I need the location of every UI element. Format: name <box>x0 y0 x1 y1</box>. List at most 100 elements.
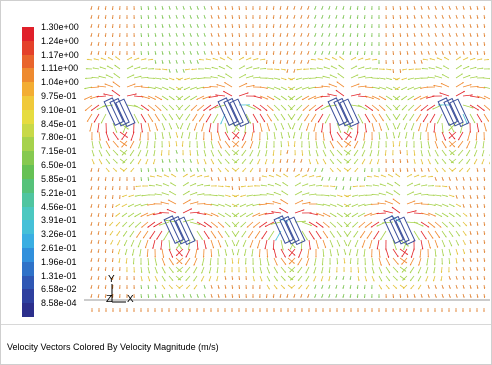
velocity-vector-head <box>115 56 117 59</box>
velocity-vector-head <box>181 145 184 147</box>
velocity-vector-head <box>413 35 416 37</box>
velocity-vector-head <box>413 8 416 10</box>
velocity-vector-head <box>449 287 451 289</box>
velocity-vector <box>168 248 174 258</box>
velocity-vector-head <box>476 206 479 208</box>
velocity-vector <box>147 113 154 123</box>
velocity-vector-head <box>469 224 472 226</box>
velocity-vector <box>273 248 277 258</box>
velocity-vector-head <box>128 195 130 198</box>
velocity-vector-head <box>135 185 137 188</box>
velocity-vector-head <box>414 109 417 111</box>
velocity-vector-head <box>268 279 270 282</box>
velocity-vector-head <box>345 153 348 156</box>
velocity-vector <box>448 131 457 139</box>
velocity-vector <box>231 131 240 139</box>
velocity-vector <box>264 239 268 250</box>
velocity-vector-head <box>370 203 373 206</box>
velocity-vector-head <box>314 26 316 28</box>
velocity-vector-head <box>272 98 275 100</box>
velocity-vector-head <box>119 269 121 271</box>
velocity-vector-head <box>211 287 213 289</box>
velocity-vector-head <box>233 153 236 156</box>
velocity-vector <box>420 104 429 112</box>
velocity-vector-head <box>111 17 114 19</box>
velocity-vector-head <box>211 8 213 10</box>
velocity-vector-head <box>439 185 441 187</box>
velocity-vector-head <box>217 35 220 37</box>
velocity-vector-head <box>425 279 427 282</box>
velocity-vector-head <box>137 57 140 60</box>
velocity-vector-head <box>171 279 174 281</box>
velocity-vector-head <box>265 53 268 55</box>
velocity-vector-head <box>449 44 451 46</box>
velocity-vector-head <box>268 129 270 132</box>
velocity-vector-head <box>363 8 366 10</box>
velocity-vector-head <box>469 35 472 37</box>
velocity-vector-head <box>266 98 269 100</box>
velocity-vector-head <box>197 109 199 111</box>
velocity-vector-head <box>328 194 330 197</box>
velocity-vector-head <box>372 264 374 266</box>
velocity-vector-head <box>358 226 361 228</box>
velocity-vector-head <box>394 182 397 184</box>
velocity-vector-head <box>257 154 259 157</box>
velocity-vector-head <box>238 17 241 19</box>
velocity-vector-head <box>292 270 294 272</box>
velocity-vector-head <box>232 137 235 140</box>
velocity-vector-head <box>182 153 184 156</box>
velocity-vector-head <box>245 44 247 46</box>
velocity-vector <box>383 210 394 214</box>
velocity-vector-head <box>449 296 451 298</box>
velocity-vector-head <box>366 184 368 187</box>
velocity-vector-head <box>328 271 331 273</box>
velocity-vector-head <box>466 162 468 164</box>
velocity-vector-head <box>90 188 93 190</box>
vector-plot-viewport[interactable]: 1.30e+00 1.24e+00 1.17e+00 1.11e+00 1.04e+00… <box>2 2 490 323</box>
velocity-vector-head <box>183 44 185 46</box>
velocity-vector-head <box>111 26 114 28</box>
velocity-vector-head <box>89 130 91 132</box>
velocity-vector-head <box>378 8 380 10</box>
velocity-vector-head <box>392 198 395 201</box>
velocity-vector <box>455 90 465 97</box>
velocity-vector-head <box>259 193 262 196</box>
velocity-vector-head <box>335 296 337 298</box>
velocity-vector-head <box>385 26 387 28</box>
velocity-vector-head <box>448 136 451 139</box>
velocity-vector-head <box>161 26 164 28</box>
velocity-vector-head <box>104 197 107 199</box>
velocity-vector-head <box>197 77 199 80</box>
velocity-vector-head <box>315 310 317 312</box>
velocity-vector <box>328 83 338 88</box>
velocity-vector-head <box>324 57 327 60</box>
velocity-vector-head <box>148 184 151 187</box>
velocity-vector-head <box>378 53 380 55</box>
velocity-vector-head <box>483 138 486 141</box>
velocity-vector-head <box>259 76 261 79</box>
velocity-vector-head <box>428 35 430 37</box>
velocity-vector-head <box>434 215 436 217</box>
velocity-vector-head <box>107 170 110 172</box>
velocity-vector-head <box>349 179 352 181</box>
velocity-vector-head <box>421 26 423 28</box>
velocity-vector-head <box>320 95 322 98</box>
velocity-vector-head <box>305 271 308 274</box>
velocity-vector <box>241 140 247 149</box>
velocity-vector-head <box>384 78 386 80</box>
velocity-vector-head <box>323 66 326 69</box>
velocity-vector-head <box>165 219 167 222</box>
velocity-vector-head <box>147 138 149 141</box>
velocity-vector <box>212 113 219 124</box>
velocity-vector-head <box>397 88 399 90</box>
velocity-vector-head <box>349 8 352 10</box>
velocity-vector-head <box>383 210 385 212</box>
velocity-vector-head <box>204 35 206 37</box>
velocity-vector-head <box>140 179 143 181</box>
velocity-vector <box>192 113 198 122</box>
velocity-vector-head <box>442 8 444 10</box>
velocity-vector-head <box>446 225 448 228</box>
legend-label: 3.26e-01 <box>41 229 77 240</box>
velocity-vector-head <box>252 35 254 37</box>
velocity-vector-head <box>217 8 220 10</box>
